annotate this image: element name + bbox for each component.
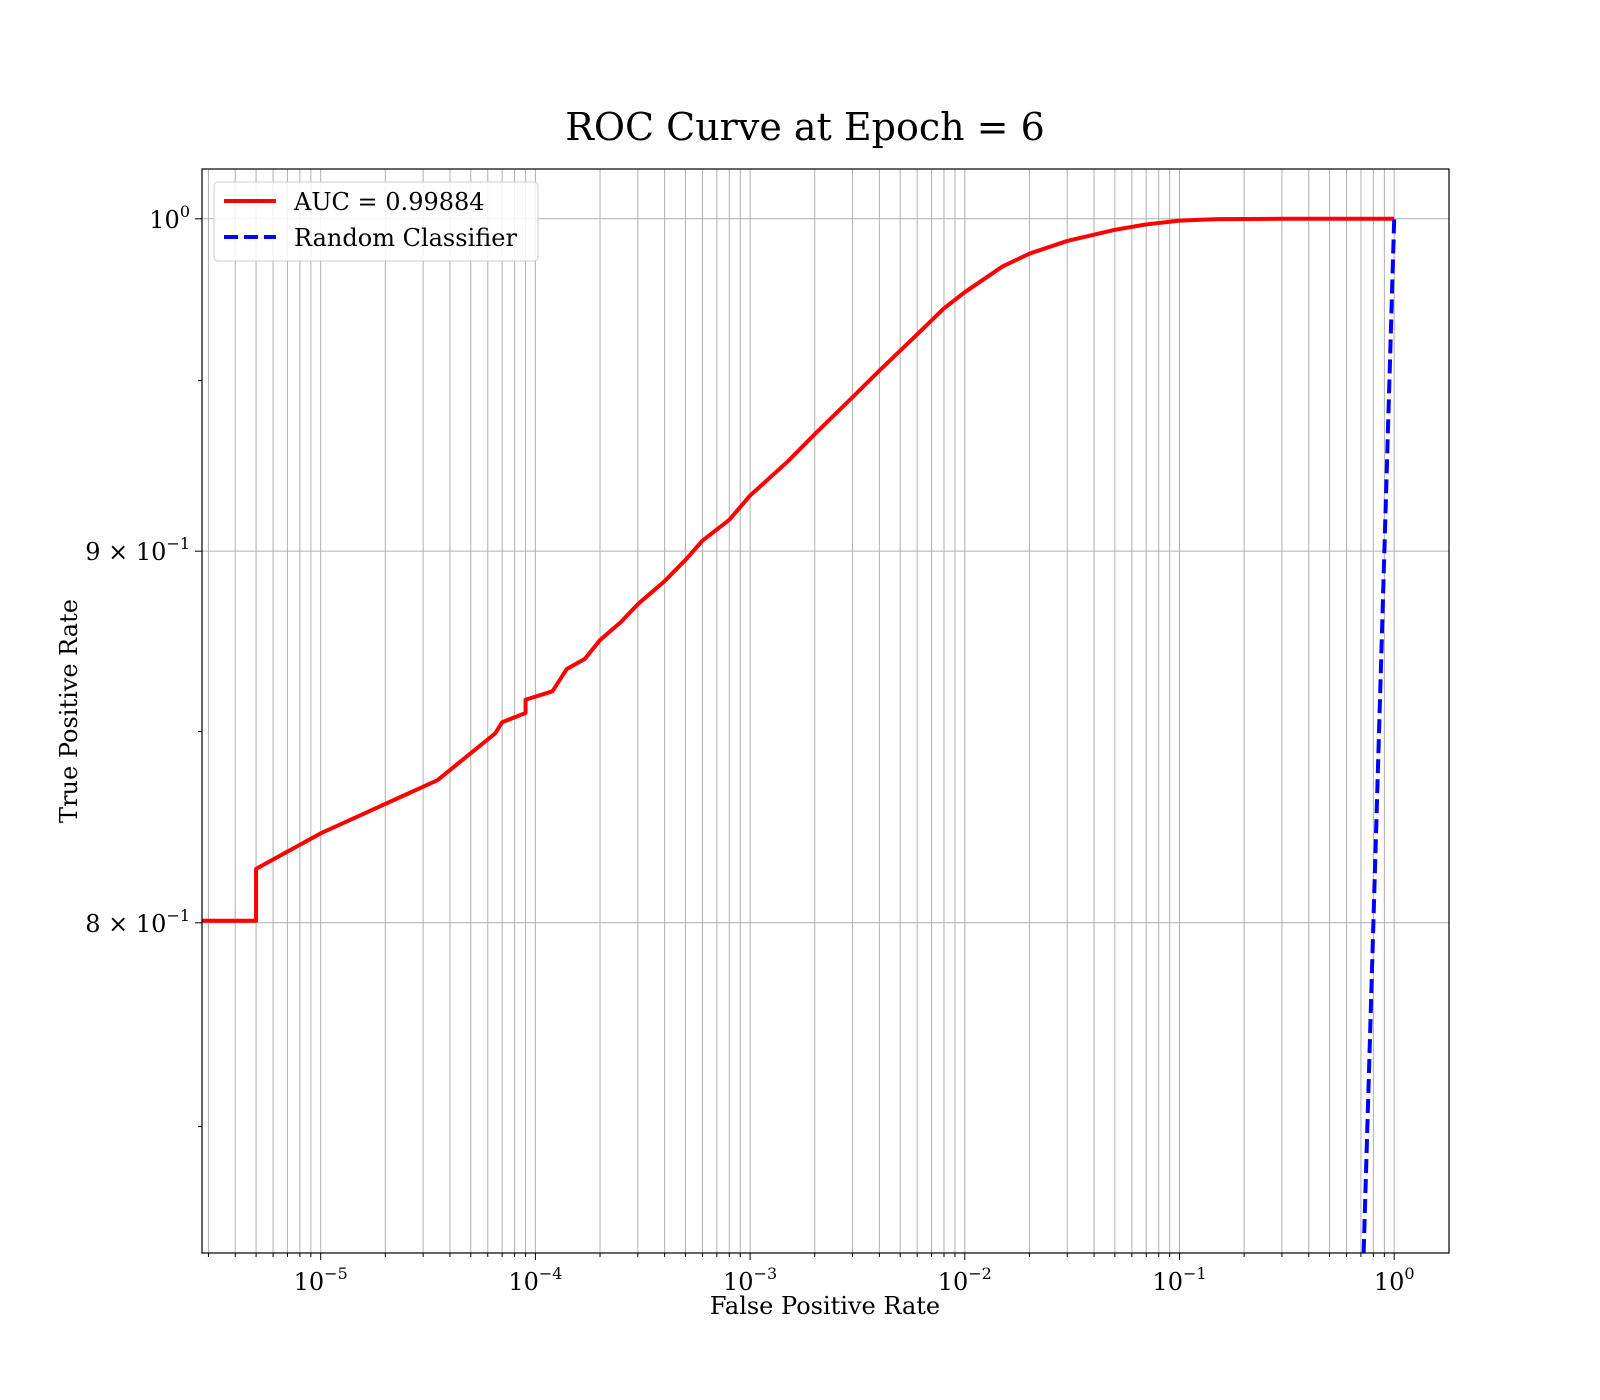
x-tick-label: 10−3 xyxy=(723,1264,777,1296)
plot-lines xyxy=(202,216,1397,1253)
legend-box xyxy=(213,181,539,262)
legend-label-random: Random Classifier xyxy=(294,224,517,252)
x-tick-label: 10−1 xyxy=(1152,1264,1206,1296)
plot-area-frame xyxy=(201,168,1450,1254)
chart-title: ROC Curve at Epoch = 6 xyxy=(565,105,1045,149)
x-tick-label: 10−4 xyxy=(508,1264,562,1296)
grid-lines xyxy=(202,169,1449,1253)
x-tick-label: 10−5 xyxy=(294,1264,348,1296)
y-tick-label: 100 xyxy=(149,202,190,234)
legend-label-auc: AUC = 0.99884 xyxy=(293,188,485,216)
y-axis-label: True Positive Rate xyxy=(55,599,83,823)
x-tick-label: 100 xyxy=(1374,1264,1415,1296)
y-tick-label: 8 × 10−1 xyxy=(85,906,190,938)
legend: AUC = 0.99884 Random Classifier xyxy=(213,181,539,262)
series-line-auc xyxy=(202,216,1395,923)
x-axis-label: False Positive Rate xyxy=(710,1292,940,1320)
axis-ticks: 10−5 10−4 10−3 10−2 10−1 100 100 9 × 10−1 8 × 10… xyxy=(85,202,1414,1296)
x-tick-label: 10−2 xyxy=(938,1264,992,1296)
y-tick-label: 9 × 10−1 xyxy=(85,534,190,566)
series-line-random xyxy=(1361,218,1397,1253)
